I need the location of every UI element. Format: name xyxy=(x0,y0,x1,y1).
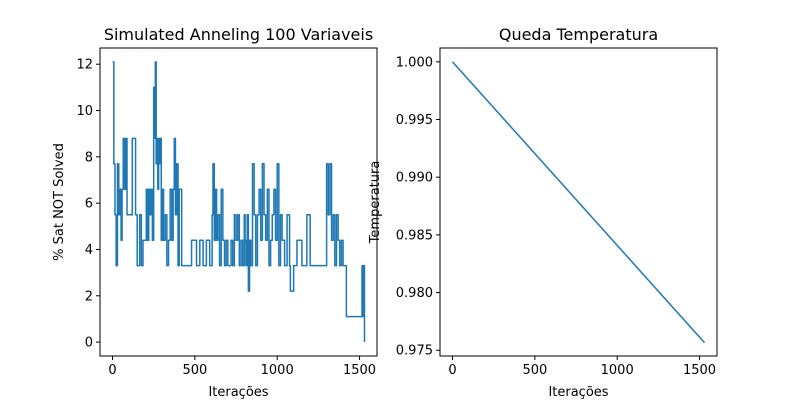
chart-left-ytick-label: 0 xyxy=(85,336,93,351)
chart-left-ytick-label: 6 xyxy=(85,197,93,212)
chart-right-xlabel: Iterações xyxy=(548,385,608,400)
chart-right: Queda Temperatura 0 500 1000 1500 0.975 0.98… xyxy=(368,25,718,400)
chart-left-x-ticks: 0 500 1000 1500 xyxy=(108,356,376,378)
chart-left-ylabel: % Sat NOT Solved xyxy=(52,143,67,261)
chart-right-xtick-label: 1500 xyxy=(683,363,716,378)
chart-right-xtick-label: 1000 xyxy=(601,363,634,378)
chart-right-ytick-label: 1.000 xyxy=(396,55,433,70)
chart-right-series-line-0 xyxy=(451,61,706,344)
chart-left-xtick-label: 500 xyxy=(182,363,207,378)
chart-left-xtick-label: 0 xyxy=(108,363,116,378)
chart-right-title: Queda Temperatura xyxy=(499,25,658,44)
chart-right-xtick-label: 0 xyxy=(448,363,456,378)
chart-right-x-ticks: 0 500 1000 1500 xyxy=(448,356,716,378)
chart-right-plot-area xyxy=(439,47,718,357)
chart-left-title: Simulated Anneling 100 Variaveis xyxy=(104,25,373,44)
chart-left-series-line-0 xyxy=(112,61,366,343)
chart-right-ytick-label: 0.980 xyxy=(396,286,433,301)
chart-left-ytick-label: 2 xyxy=(85,289,93,304)
chart-left-y-ticks: 0 2 4 6 8 10 12 xyxy=(76,58,100,351)
chart-left-series-line-group xyxy=(112,61,366,343)
chart-left-xlabel: Iterações xyxy=(208,385,268,400)
chart-right-ytick-label: 0.990 xyxy=(396,171,433,186)
chart-left-xtick-label: 1500 xyxy=(343,363,376,378)
chart-right-ylabel: Temperatura xyxy=(368,161,383,245)
chart-left-ytick-label: 12 xyxy=(76,58,93,73)
chart-right-xtick-label: 500 xyxy=(522,363,547,378)
chart-right-series-line-group xyxy=(451,61,706,344)
chart-right-y-ticks: 0.975 0.980 0.985 0.990 0.995 1.000 xyxy=(396,55,440,359)
chart-right-ytick-label: 0.995 xyxy=(396,113,433,128)
chart-left-ytick-label: 8 xyxy=(85,150,93,165)
chart-left-ytick-label: 10 xyxy=(76,104,93,119)
chart-right-ytick-label: 0.985 xyxy=(396,228,433,243)
chart-left-ytick-label: 4 xyxy=(85,243,93,258)
chart-left-xtick-label: 1000 xyxy=(261,363,294,378)
chart-left: Simulated Anneling 100 Variaveis 0 500 100… xyxy=(52,25,378,400)
chart-left-plot-area xyxy=(99,47,378,357)
chart-right-ytick-label: 0.975 xyxy=(396,344,433,359)
